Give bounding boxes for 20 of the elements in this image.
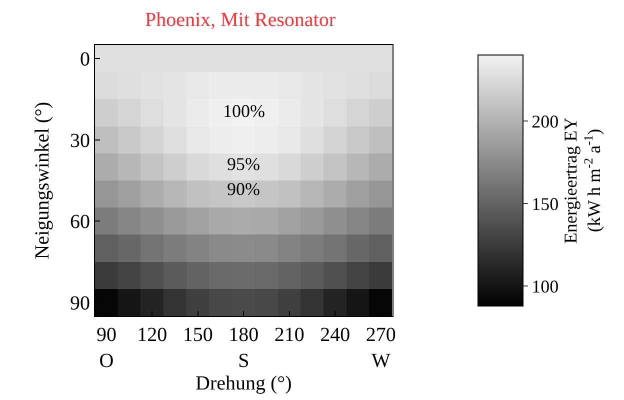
x-tick-label: 270 W: [366, 324, 396, 372]
x-tick-label: 210: [274, 324, 304, 346]
x-axis-title: Drehung (°): [196, 372, 292, 394]
y-tick-label: 0: [80, 48, 90, 71]
x-tick-label: 90 O: [96, 324, 116, 372]
annotation: 90%: [227, 179, 260, 199]
x-tick-label: 180 S: [228, 324, 259, 372]
color-bar-label: 200: [532, 111, 559, 132]
annotation: 100%: [223, 101, 265, 121]
color-bar-label: 100: [532, 276, 559, 296]
y-tick-label: 30: [70, 130, 90, 152]
y-tick-label: 60: [70, 211, 90, 234]
y-axis-title: Neigungswinkel (°): [32, 102, 54, 260]
color-bar-label: 150: [532, 194, 559, 214]
y-tick-label: 90: [70, 292, 90, 314]
x-tick-label: 120: [137, 324, 168, 346]
annotation: 95%: [227, 154, 260, 174]
chart-title: Phoenix, Mit Resonator: [144, 9, 336, 31]
x-tick-label: 240: [320, 324, 350, 346]
x-tick-label: 150: [182, 324, 213, 346]
